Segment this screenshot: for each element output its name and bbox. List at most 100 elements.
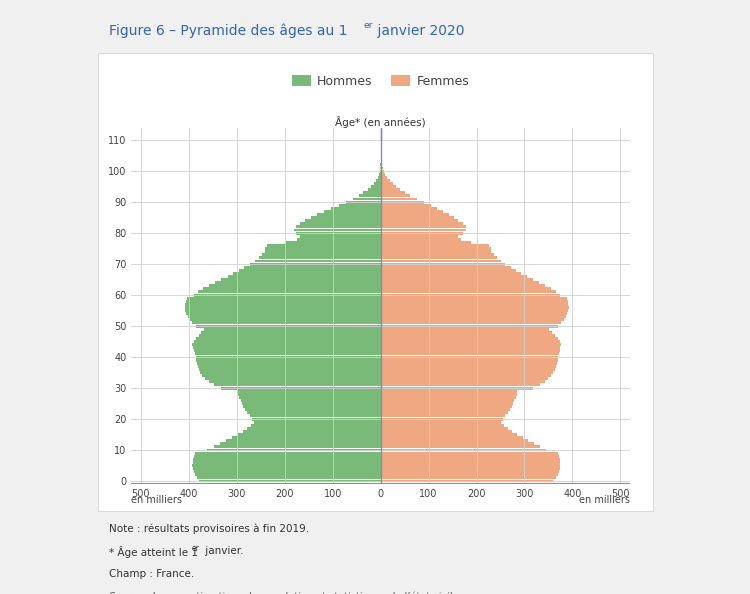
Bar <box>194 349 381 352</box>
Bar <box>381 470 559 473</box>
Text: Note : résultats provisoires à fin 2019.: Note : résultats provisoires à fin 2019. <box>109 524 309 535</box>
Bar <box>199 368 381 371</box>
Bar <box>363 191 381 194</box>
Bar <box>381 421 502 424</box>
Bar <box>251 263 381 266</box>
Bar <box>381 285 545 287</box>
Bar <box>381 458 560 461</box>
Bar <box>243 430 381 433</box>
Bar <box>194 455 381 458</box>
Bar <box>241 399 381 402</box>
Text: er: er <box>192 544 200 553</box>
Bar <box>352 198 381 200</box>
Bar <box>202 374 381 377</box>
Bar <box>238 433 381 436</box>
Bar <box>381 201 424 204</box>
Bar <box>197 362 381 365</box>
Bar <box>305 219 381 222</box>
Bar <box>381 160 382 163</box>
Bar <box>209 380 381 383</box>
Bar <box>381 290 556 293</box>
Bar <box>381 263 506 266</box>
Bar <box>381 334 555 337</box>
Bar <box>381 176 387 179</box>
Bar <box>381 191 405 194</box>
Bar <box>379 173 381 176</box>
Bar <box>228 275 381 278</box>
Bar <box>294 229 381 232</box>
Bar <box>346 201 381 204</box>
Bar <box>381 387 532 390</box>
Bar <box>381 244 489 247</box>
Legend: Hommes, Femmes: Hommes, Femmes <box>287 70 474 93</box>
Bar <box>381 278 532 281</box>
Bar <box>381 393 517 396</box>
Bar <box>252 418 381 421</box>
Bar <box>381 464 560 467</box>
Bar <box>200 479 381 482</box>
Bar <box>381 166 383 169</box>
Bar <box>381 418 503 421</box>
Bar <box>187 312 381 315</box>
Bar <box>242 402 381 405</box>
Bar <box>196 359 381 362</box>
Bar <box>381 415 506 418</box>
Bar <box>259 257 381 260</box>
Bar <box>381 188 400 191</box>
Bar <box>221 387 381 390</box>
Text: en milliers: en milliers <box>579 495 630 505</box>
Bar <box>381 461 560 464</box>
Bar <box>192 343 381 346</box>
Bar <box>207 448 381 451</box>
Bar <box>214 446 381 448</box>
Bar <box>185 309 381 312</box>
Bar <box>381 359 557 362</box>
Bar <box>185 303 381 306</box>
Bar <box>187 296 381 299</box>
Bar <box>371 185 381 188</box>
Bar <box>381 448 546 451</box>
Bar <box>267 244 381 247</box>
Bar <box>381 170 384 173</box>
Text: Âge* (en années): Âge* (en années) <box>335 116 426 128</box>
Bar <box>245 408 381 411</box>
Bar <box>215 281 381 284</box>
Bar <box>381 275 527 278</box>
Bar <box>381 204 430 207</box>
Bar <box>381 194 410 197</box>
Bar <box>381 281 539 284</box>
Bar <box>244 266 381 268</box>
Bar <box>248 412 381 414</box>
Bar <box>381 309 568 312</box>
Bar <box>381 356 558 359</box>
Bar <box>204 328 381 331</box>
Bar <box>381 405 512 408</box>
Bar <box>381 210 443 213</box>
Bar <box>226 439 381 442</box>
Bar <box>239 396 381 399</box>
Bar <box>381 296 567 299</box>
Bar <box>381 479 554 482</box>
Bar <box>381 232 463 235</box>
Bar <box>205 377 381 380</box>
Text: janvier 2020: janvier 2020 <box>373 24 464 38</box>
Bar <box>238 269 381 271</box>
Bar <box>376 179 381 182</box>
Bar <box>381 362 556 365</box>
Bar <box>381 303 568 306</box>
Bar <box>238 393 381 396</box>
Bar <box>381 436 523 439</box>
Bar <box>381 235 458 238</box>
Bar <box>201 331 381 334</box>
Bar <box>381 368 555 371</box>
Bar <box>381 412 508 414</box>
Bar <box>244 405 381 408</box>
Bar <box>192 464 381 467</box>
Bar <box>300 222 381 225</box>
Bar <box>194 473 381 476</box>
Bar <box>198 290 381 293</box>
Bar <box>381 257 497 260</box>
Text: Champ : France.: Champ : France. <box>109 569 194 579</box>
Bar <box>186 300 381 303</box>
Bar <box>193 467 381 470</box>
